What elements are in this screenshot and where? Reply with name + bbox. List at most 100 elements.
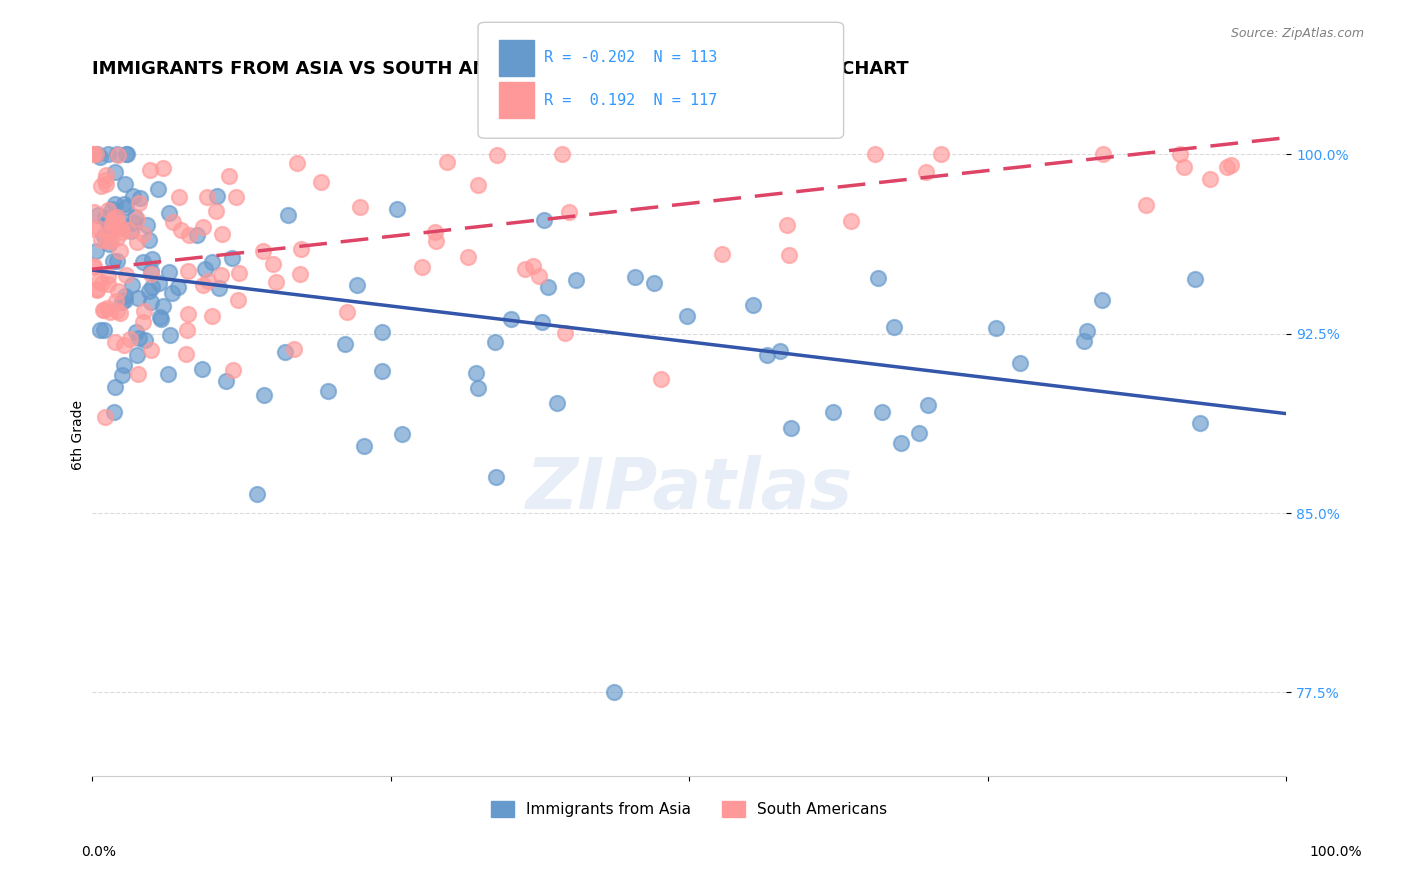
Point [253,388,276,402]
Point [1199,172,1222,186]
Point [91,302,114,317]
Point [205,189,228,203]
Point [558,204,581,219]
Point [768,343,790,358]
Point [100,234,122,248]
Point [1184,271,1206,285]
Point [132,255,155,269]
Point [91,277,114,291]
Point [484,334,506,349]
Point [115,200,138,214]
Point [228,266,250,280]
Point [105,254,128,268]
Point [141,252,163,266]
Point [96,234,118,248]
Point [411,260,433,274]
Point [159,328,181,343]
Point [863,147,886,161]
Point [103,380,125,394]
Point [457,250,479,264]
Point [176,307,198,321]
Point [97,216,120,230]
Point [1092,147,1115,161]
Point [138,284,160,298]
Point [1219,158,1241,172]
Point [107,230,129,244]
Point [436,154,458,169]
Point [486,148,509,162]
Point [221,252,243,266]
Point [90,178,112,193]
Point [870,405,893,419]
Point [83,260,105,274]
Point [465,366,488,380]
Point [94,211,117,226]
Point [97,217,120,231]
Point [201,255,224,269]
Point [287,155,309,169]
Point [290,242,312,256]
Point [868,271,890,285]
Point [141,267,163,281]
Point [114,293,136,307]
Point [110,306,132,320]
Point [108,244,131,258]
Point [139,343,162,358]
Point [423,225,446,239]
Point [252,244,274,259]
Point [929,147,952,161]
Point [114,177,136,191]
Point [174,347,197,361]
Point [1168,147,1191,161]
Point [89,323,111,337]
Point [112,337,135,351]
Point [1091,293,1114,308]
Point [107,284,129,298]
Point [121,277,143,292]
Point [387,202,409,216]
Point [741,298,763,312]
Point [148,182,170,196]
Point [112,196,135,211]
Point [201,309,224,323]
Point [554,326,576,340]
Point [908,426,931,441]
Point [551,147,574,161]
Legend: Immigrants from Asia, South Americans: Immigrants from Asia, South Americans [485,795,893,823]
Point [94,410,117,425]
Point [346,278,368,293]
Point [141,280,163,294]
Point [83,205,105,219]
Point [501,312,523,326]
Point [136,218,159,232]
Text: Source: ZipAtlas.com: Source: ZipAtlas.com [1230,27,1364,40]
Point [1216,161,1239,175]
Point [162,215,184,229]
Point [467,178,489,192]
Point [1008,356,1031,370]
Point [104,196,127,211]
Point [117,223,139,237]
Point [246,487,269,501]
Point [883,319,905,334]
Point [131,227,153,241]
Point [208,281,231,295]
Point [111,225,134,239]
Point [111,294,134,309]
Point [115,147,138,161]
Point [370,325,392,339]
Point [221,362,243,376]
Point [1173,160,1195,174]
Point [128,196,150,211]
Point [104,335,127,350]
Text: 0.0%: 0.0% [82,846,115,859]
Point [132,304,155,318]
Point [191,219,214,234]
Point [94,168,117,182]
Point [176,323,198,337]
Point [209,268,232,283]
Point [546,395,568,409]
Point [103,216,125,230]
Point [167,190,190,204]
Text: 100.0%: 100.0% [1309,846,1362,859]
